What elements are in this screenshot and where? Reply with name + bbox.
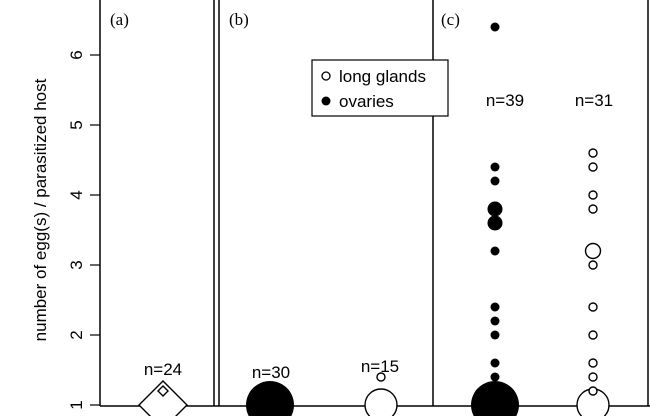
data-point-c-filled-7 bbox=[487, 215, 503, 231]
y-tick-3: 3 bbox=[67, 260, 100, 270]
data-point-c-open-5 bbox=[588, 302, 598, 312]
y-axis-ticks: 1 2 3 4 5 6 bbox=[67, 50, 100, 410]
data-point-b-open-0 bbox=[364, 388, 398, 416]
data-point-c-filled-8 bbox=[487, 201, 503, 217]
data-point-a-diamond-0 bbox=[138, 380, 188, 416]
n-label-c-ovaries: n=39 bbox=[486, 91, 524, 110]
data-point-c-open-2 bbox=[588, 372, 598, 382]
data-point-c-filled-1 bbox=[490, 372, 500, 382]
data-point-c-open-4 bbox=[588, 330, 598, 340]
data-point-c-open-1 bbox=[588, 386, 598, 396]
y-axis-label: number of egg(s) / parasitized host bbox=[31, 78, 50, 341]
legend-open-circle-marker bbox=[321, 71, 331, 81]
y-tick-label-1: 1 bbox=[67, 400, 86, 409]
legend-label-ovaries: ovaries bbox=[339, 92, 394, 111]
data-point-c-open-6 bbox=[588, 260, 598, 270]
data-point-c-filled-4 bbox=[490, 316, 500, 326]
data-point-c-open-10 bbox=[588, 162, 598, 172]
data-point-c-filled-9 bbox=[490, 176, 500, 186]
data-point-c-filled-5 bbox=[490, 302, 500, 312]
data-point-c-open-7 bbox=[584, 242, 602, 260]
y-tick-1: 1 bbox=[67, 400, 100, 410]
data-point-c-open-9 bbox=[588, 190, 598, 200]
data-markers bbox=[138, 22, 610, 416]
legend-box bbox=[311, 59, 449, 117]
y-tick-6: 6 bbox=[67, 50, 100, 60]
n-label-b-long-glands: n=15 bbox=[361, 357, 399, 376]
n-label-a: n=24 bbox=[144, 360, 182, 379]
panel-label-a: (a) bbox=[110, 10, 129, 29]
data-point-c-open-8 bbox=[588, 204, 598, 214]
data-point-c-open-11 bbox=[588, 148, 598, 158]
y-tick-label-2: 2 bbox=[67, 330, 86, 339]
y-tick-2: 2 bbox=[67, 330, 100, 340]
legend-filled-circle-marker bbox=[321, 96, 331, 106]
data-point-c-filled-2 bbox=[490, 358, 500, 368]
y-tick-4: 4 bbox=[67, 190, 100, 200]
data-point-b-filled-0 bbox=[246, 381, 294, 416]
data-point-c-filled-11 bbox=[490, 22, 500, 32]
data-point-c-filled-0 bbox=[471, 381, 519, 416]
y-tick-label-5: 5 bbox=[67, 120, 86, 129]
panel-label-c: (c) bbox=[441, 10, 460, 29]
y-tick-5: 5 bbox=[67, 120, 100, 130]
y-tick-label-4: 4 bbox=[67, 190, 86, 199]
legend: long glands ovaries bbox=[311, 59, 449, 117]
legend-label-long-glands: long glands bbox=[339, 67, 426, 86]
data-point-c-open-3 bbox=[588, 358, 598, 368]
data-point-b-open-1 bbox=[376, 372, 386, 382]
y-tick-label-6: 6 bbox=[67, 50, 86, 59]
y-tick-label-3: 3 bbox=[67, 260, 86, 269]
n-label-c-long-glands: n=31 bbox=[575, 91, 613, 110]
data-point-a-diamond-1 bbox=[157, 385, 169, 397]
data-point-c-filled-3 bbox=[490, 330, 500, 340]
data-point-c-filled-10 bbox=[490, 162, 500, 172]
panel-label-b: (b) bbox=[229, 10, 249, 29]
n-label-b-ovaries: n=30 bbox=[252, 363, 290, 382]
data-point-c-filled-6 bbox=[490, 246, 500, 256]
